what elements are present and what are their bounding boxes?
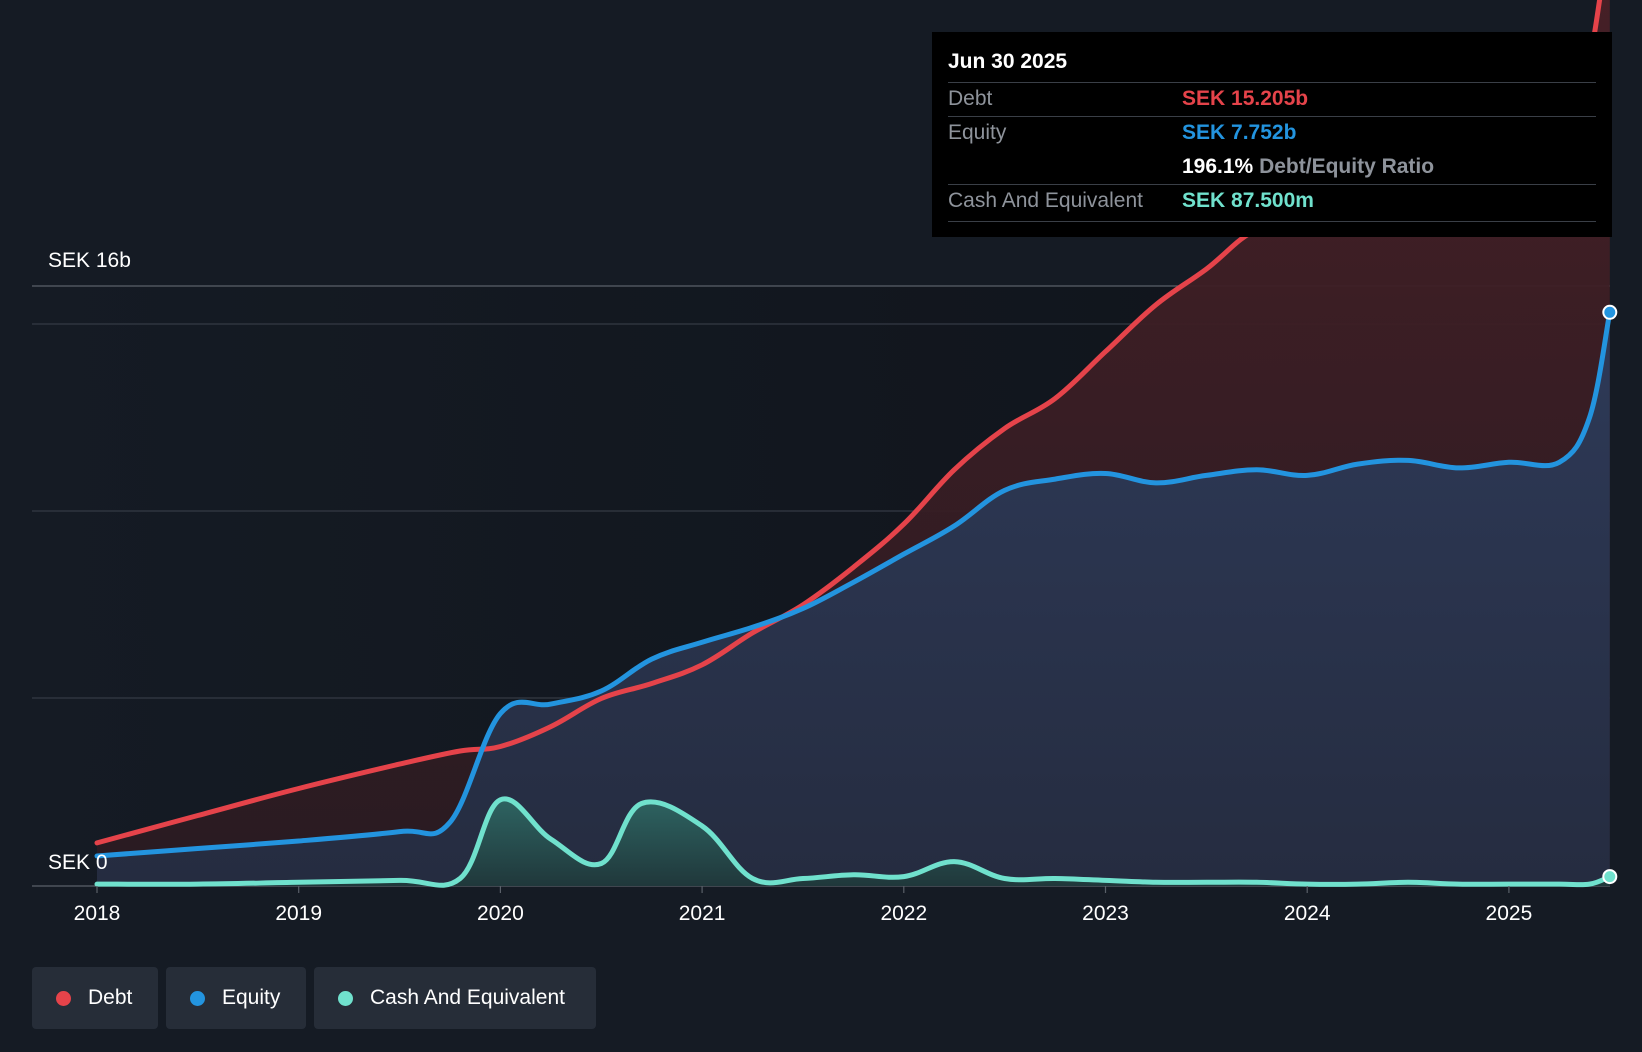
- tooltip-cash-key: Cash And Equivalent: [948, 189, 1143, 212]
- x-axis-ticks: 2018 2019 2020 2021 2022 2023 2024 2025: [74, 886, 1533, 925]
- legend-item-cash[interactable]: Cash And Equivalent: [314, 967, 596, 1029]
- x-tick-label: 2020: [477, 902, 524, 925]
- area-equity: [97, 312, 1610, 886]
- legend-item-equity[interactable]: Equity: [166, 967, 306, 1029]
- end-marker-cash: [1602, 869, 1618, 885]
- legend-label-equity: Equity: [222, 986, 281, 1009]
- series-end-markers: [1602, 304, 1618, 885]
- line-equity: [94, 309, 1613, 859]
- x-tick-label: 2019: [275, 902, 322, 925]
- tooltip-divider: [948, 221, 1596, 222]
- tooltip-divider: [948, 116, 1596, 117]
- tooltip-date: Jun 30 2025: [948, 50, 1068, 73]
- series-areas: [97, 0, 1610, 886]
- legend-label-cash: Cash And Equivalent: [370, 986, 565, 1009]
- tooltip-equity-value: SEK 7.752b: [1182, 121, 1297, 144]
- tooltip-ratio: 196.1% Debt/Equity Ratio: [1182, 155, 1434, 179]
- tooltip-ratio-label: Debt/Equity Ratio: [1259, 155, 1435, 178]
- tooltip: Jun 30 2025 Debt SEK 15.205b Equity SEK …: [932, 32, 1612, 237]
- tooltip-debt-key: Debt: [948, 87, 993, 110]
- x-tick-label: 2021: [679, 902, 726, 925]
- x-tick-label: 2022: [880, 902, 927, 925]
- area-cash: [97, 798, 1610, 886]
- y-axis-bottom-label: SEK 0: [48, 851, 108, 874]
- x-tick-label: 2018: [74, 902, 121, 925]
- legend-item-debt[interactable]: Debt: [32, 967, 158, 1029]
- legend-dot-cash-icon: [338, 990, 353, 1006]
- tooltip-divider: [948, 82, 1596, 83]
- tooltip-equity-key: Equity: [948, 121, 1007, 144]
- line-cash: [94, 796, 1613, 888]
- legend-dot-debt-icon: [56, 990, 71, 1006]
- tooltip-cash-value: SEK 87.500m: [1182, 189, 1314, 212]
- x-tick-label: 2025: [1486, 902, 1533, 925]
- x-tick-label: 2023: [1082, 902, 1129, 925]
- tooltip-ratio-value: 196.1%: [1182, 155, 1254, 178]
- tooltip-debt-value: SEK 15.205b: [1182, 87, 1309, 110]
- y-axis-top-label: SEK 16b: [48, 249, 131, 272]
- legend-dot-equity-icon: [190, 990, 205, 1006]
- x-tick-label: 2024: [1284, 902, 1331, 925]
- end-marker-equity: [1602, 304, 1618, 320]
- legend-label-debt: Debt: [88, 986, 133, 1009]
- tooltip-divider: [948, 184, 1596, 185]
